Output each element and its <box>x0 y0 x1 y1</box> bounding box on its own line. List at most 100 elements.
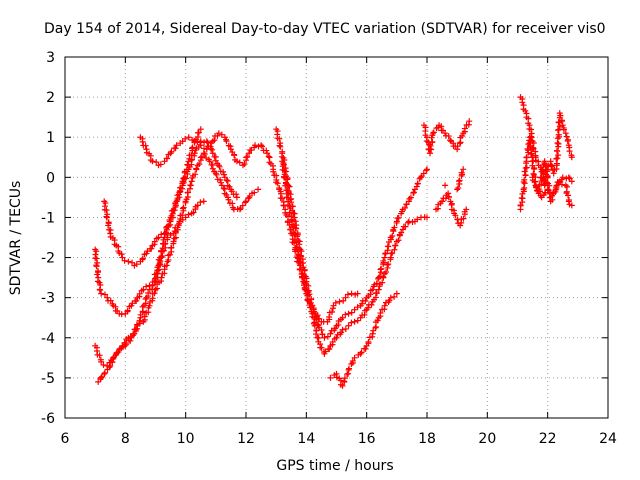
data-point <box>298 273 305 280</box>
data-point <box>255 186 262 193</box>
data-point <box>527 151 534 158</box>
data-point <box>197 199 204 206</box>
data-point <box>395 214 402 221</box>
data-point <box>279 195 286 202</box>
data-point <box>109 358 116 365</box>
x-tick-label: 18 <box>418 431 436 447</box>
data-point <box>280 202 287 209</box>
data-point <box>294 247 301 254</box>
data-point <box>341 375 348 382</box>
data-point <box>544 174 551 181</box>
data-point <box>180 204 187 211</box>
data-point <box>341 378 348 385</box>
data-point <box>298 248 305 255</box>
series-track-j <box>517 94 575 213</box>
data-point <box>354 304 361 311</box>
data-point <box>327 330 334 337</box>
data-point <box>445 190 452 197</box>
data-point <box>374 317 381 324</box>
data-point <box>288 199 295 206</box>
data-point <box>97 287 104 294</box>
data-point <box>139 138 146 145</box>
data-point <box>200 198 207 205</box>
data-point <box>555 126 562 133</box>
data-point <box>146 302 153 309</box>
data-point <box>132 326 139 333</box>
data-point <box>190 209 197 216</box>
data-point <box>381 302 388 309</box>
data-point <box>107 297 114 304</box>
data-point <box>563 133 570 140</box>
data-point <box>401 204 408 211</box>
data-point <box>442 182 449 189</box>
data-point <box>239 202 246 209</box>
data-point <box>391 293 398 300</box>
data-point <box>151 238 158 245</box>
data-point <box>188 151 195 158</box>
data-point <box>402 223 409 230</box>
data-point <box>388 250 395 257</box>
data-point <box>189 144 196 151</box>
data-point <box>220 185 227 192</box>
data-point <box>107 362 114 369</box>
data-point <box>177 184 184 191</box>
data-point <box>430 130 437 137</box>
data-point <box>252 142 259 149</box>
data-point <box>447 137 454 144</box>
data-point <box>119 254 126 261</box>
data-point <box>553 147 560 154</box>
data-point <box>225 196 232 203</box>
data-point <box>522 171 529 178</box>
data-point <box>378 265 385 272</box>
data-point <box>348 361 355 368</box>
data-point <box>375 286 382 293</box>
series-track-i <box>420 118 473 229</box>
data-point <box>158 274 165 281</box>
data-point <box>387 254 394 261</box>
data-point <box>201 145 208 152</box>
data-point <box>101 291 108 298</box>
data-point <box>326 313 333 320</box>
data-point <box>236 206 243 213</box>
data-point <box>185 134 192 141</box>
data-point <box>141 313 148 320</box>
data-points <box>92 94 575 389</box>
data-point <box>98 290 105 297</box>
data-point <box>334 331 341 338</box>
data-point <box>373 280 380 287</box>
data-point <box>359 300 366 307</box>
data-point <box>321 334 328 341</box>
data-point <box>332 325 339 332</box>
x-axis-label: GPS time / hours <box>276 458 393 474</box>
data-point <box>541 160 548 167</box>
data-point <box>346 365 353 372</box>
y-tick-label: 1 <box>46 130 55 146</box>
data-point <box>372 324 379 331</box>
data-point <box>259 143 266 150</box>
data-point <box>386 297 393 304</box>
data-point <box>554 155 561 162</box>
data-point <box>351 318 358 325</box>
data-point <box>387 294 394 301</box>
data-point <box>151 290 158 297</box>
data-point <box>251 189 258 196</box>
x-tick-label: 24 <box>599 431 617 447</box>
plot-border <box>64 56 609 419</box>
data-point <box>393 290 400 297</box>
data-point <box>236 159 243 166</box>
data-point <box>270 168 277 175</box>
data-point <box>101 370 108 377</box>
data-point <box>231 152 238 159</box>
data-point <box>143 283 150 290</box>
data-point <box>153 159 160 166</box>
data-point <box>221 171 228 178</box>
data-point <box>312 331 319 338</box>
data-point <box>191 138 198 145</box>
data-point <box>246 150 253 157</box>
data-point <box>209 150 216 157</box>
data-point <box>157 161 164 168</box>
data-point <box>265 153 272 160</box>
data-point <box>368 301 375 308</box>
data-point <box>339 326 346 333</box>
